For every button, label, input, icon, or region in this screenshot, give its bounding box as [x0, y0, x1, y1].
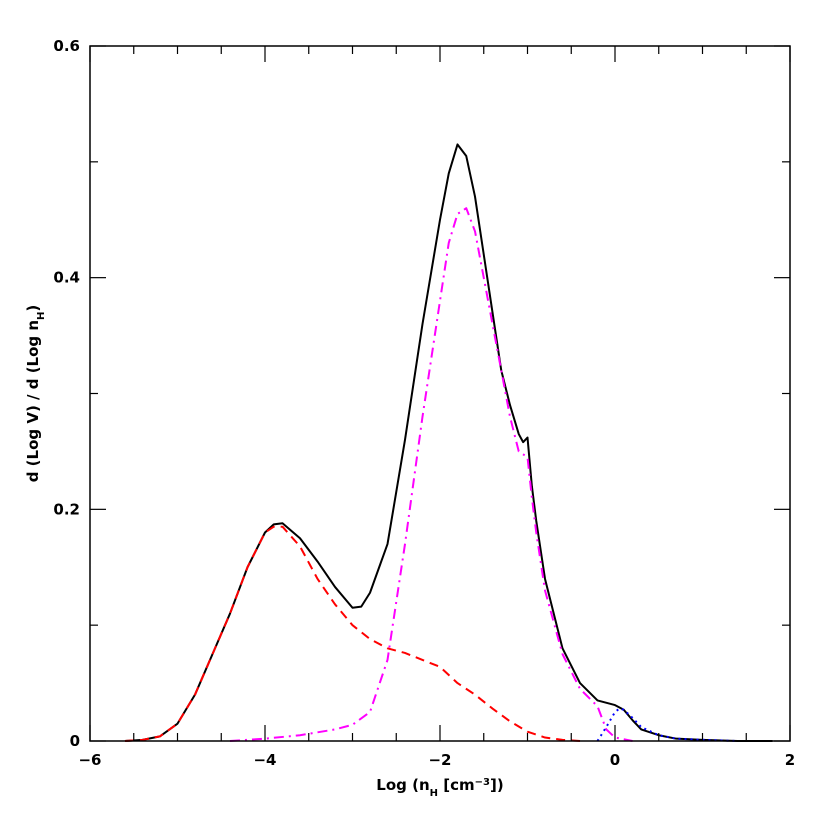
- series-line-dashdot: [229, 207, 633, 742]
- x-tick-label: −2: [428, 751, 451, 769]
- y-tick-label: 0.2: [53, 500, 80, 518]
- series-line-solid: [124, 143, 773, 742]
- y-tick-label: 0: [70, 732, 80, 750]
- ticks-layer: [89, 45, 791, 742]
- y-tick-label: 0.6: [53, 37, 80, 55]
- x-axis-title: Log (nH [cm−3]): [376, 776, 503, 799]
- x-tick-label: 0: [610, 751, 620, 769]
- tick-labels-layer: −6 −4 −2 0 2 0 0.2 0.4 0.6: [53, 37, 795, 769]
- y-axis-title: d (Log V) / d (Log nH): [24, 305, 47, 483]
- plot-frame: [89, 45, 791, 742]
- x-tick-label: 2: [785, 751, 795, 769]
- x-tick-label: −6: [78, 751, 101, 769]
- series-line-dotted: [596, 707, 738, 742]
- series-layer: [124, 143, 773, 742]
- x-tick-label: −4: [253, 751, 276, 769]
- series-line-dashed: [124, 525, 581, 742]
- y-tick-label: 0.4: [53, 269, 80, 287]
